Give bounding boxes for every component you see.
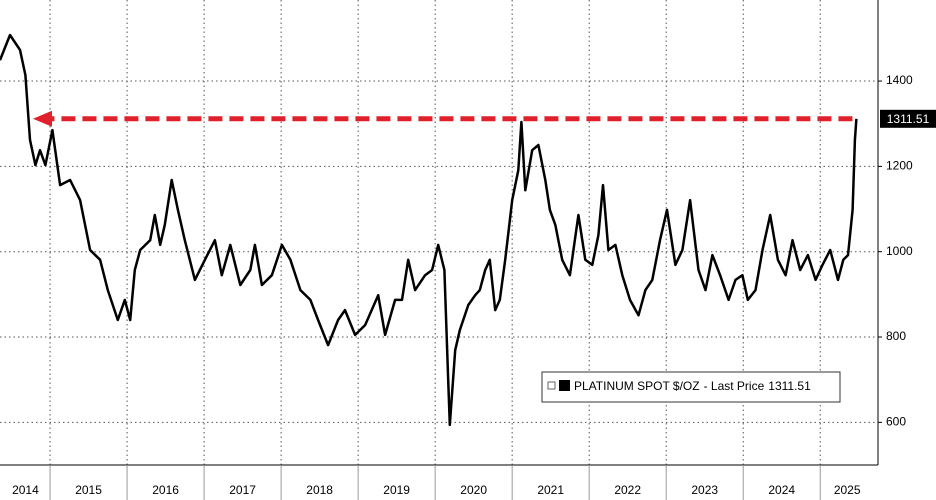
y-tick-label: 800 <box>886 329 906 343</box>
x-tick-label: 2015 <box>75 483 102 497</box>
x-tick-label: 2018 <box>306 483 333 497</box>
y-tick-label: 600 <box>886 415 906 429</box>
x-tick-label: 2019 <box>383 483 410 497</box>
x-tick-label: 2016 <box>152 483 179 497</box>
legend-part: PLATINUM SPOT $/OZ <box>574 379 700 393</box>
y-tick-label: 1400 <box>886 73 913 87</box>
legend: PLATINUM SPOT $/OZ - Last Price 1311.51 <box>541 371 841 403</box>
legend-swatch <box>559 380 570 391</box>
legend-text: PLATINUM SPOT $/OZ - Last Price 1311.51 <box>574 379 811 393</box>
x-tick-label: 2024 <box>768 483 795 497</box>
x-tick-label: 2021 <box>537 483 564 497</box>
arrow-head <box>33 110 52 127</box>
legend-part: - Last Price <box>704 379 765 393</box>
y-tick-label: 1200 <box>886 159 913 173</box>
last-price-badge <box>880 109 936 128</box>
legend-part: 1311.51 <box>768 379 811 393</box>
legend-box <box>541 371 841 403</box>
x-tick-label: 2022 <box>614 483 641 497</box>
y-tick-label: 1000 <box>886 244 913 258</box>
x-tick-label: 2025 <box>834 483 861 497</box>
x-tick-label: 2023 <box>691 483 718 497</box>
x-tick-label: 2017 <box>229 483 256 497</box>
x-tick-label: 2020 <box>460 483 487 497</box>
legend-toggle <box>547 381 556 390</box>
last-price-label: 1311.51 <box>887 112 930 126</box>
x-tick-label: 2014 <box>12 483 39 497</box>
price-line <box>0 33 858 427</box>
